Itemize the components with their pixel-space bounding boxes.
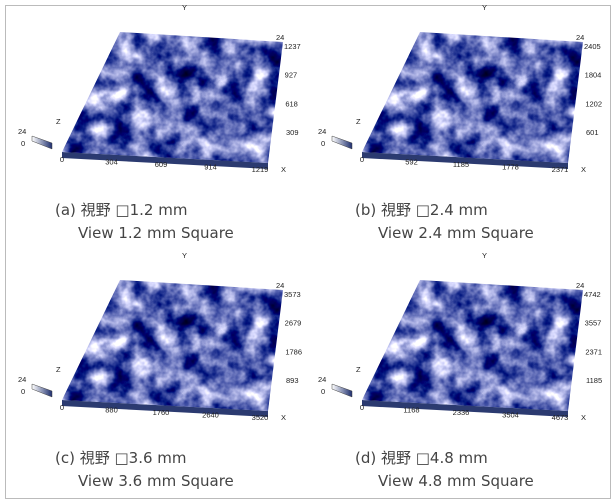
- surface-image: [362, 32, 583, 163]
- x-tick-label: 0: [360, 403, 364, 412]
- y-tick-label: 927: [285, 71, 298, 80]
- y-tick-label: 1237: [284, 42, 301, 51]
- x-tick-label: 1778: [502, 163, 519, 172]
- caption: (a) 視野 □1.2 mm: [55, 201, 187, 219]
- y-tick-label: 3557: [585, 319, 602, 328]
- y-tick-label: 2679: [285, 319, 302, 328]
- panel: 24 0 Z Y 24 0 880 1760 2640 3520 X 893 1786 2679 3573 (…: [18, 251, 302, 490]
- x-tick-label: 1760: [153, 408, 170, 417]
- surface-image: [62, 280, 283, 411]
- y-axis-label: Y: [182, 251, 187, 260]
- x-tick-label: 0: [60, 155, 64, 164]
- x-axis-label: X: [581, 413, 586, 422]
- z-scale-bottom: 0: [21, 387, 25, 396]
- z-top-label: 24: [576, 281, 584, 290]
- z-legend-wedge: [32, 384, 52, 397]
- x-tick-label: 304: [105, 158, 118, 167]
- caption: (b) 視野 □2.4 mm: [355, 201, 488, 219]
- x-axis-label: X: [281, 413, 286, 422]
- y-tick-label: 1202: [585, 99, 602, 108]
- z-scale-top: 24: [18, 127, 26, 136]
- z-top-label: 24: [276, 281, 284, 290]
- x-axis-label: X: [281, 165, 286, 174]
- x-tick-label: 880: [105, 406, 118, 415]
- x-tick-label: 0: [360, 155, 364, 164]
- x-tick-label: 2640: [202, 411, 219, 420]
- y-tick-label: 893: [286, 376, 299, 385]
- y-axis-label: Y: [482, 3, 487, 12]
- caption-en: View 1.2 mm Square: [78, 224, 234, 242]
- x-tick-label: 3504: [502, 411, 519, 420]
- x-axis-label: X: [581, 165, 586, 174]
- y-tick-label: 309: [286, 128, 299, 137]
- x-tick-label: 592: [405, 158, 418, 167]
- y-tick-label: 601: [586, 128, 599, 137]
- x-tick-label: 1168: [403, 406, 419, 415]
- figure: 24 0 Z Y 24 0 304 609 914 1219 X 309 618 927 1237 (a) 視…: [0, 0, 616, 504]
- caption-en: View 2.4 mm Square: [378, 224, 534, 242]
- caption-en: View 3.6 mm Square: [78, 472, 234, 490]
- z-scale-top: 24: [18, 375, 26, 384]
- y-tick-label: 3573: [284, 290, 301, 299]
- caption: (d) 視野 □4.8 mm: [355, 449, 488, 467]
- caption: (c) 視野 □3.6 mm: [55, 449, 187, 467]
- z-top-label: 24: [576, 33, 584, 42]
- z-scale-top: 24: [318, 127, 326, 136]
- panel: 24 0 Z Y 24 0 304 609 914 1219 X 309 618 927 1237 (a) 視…: [18, 3, 301, 242]
- x-tick-label: 609: [155, 160, 168, 169]
- z-axis-label: Z: [56, 365, 61, 374]
- z-top-label: 24: [276, 33, 284, 42]
- z-axis-label: Z: [356, 117, 361, 126]
- y-tick-label: 4742: [584, 290, 601, 299]
- x-tick-label: 1219: [252, 165, 269, 174]
- caption-en: View 4.8 mm Square: [378, 472, 534, 490]
- x-tick-label: 2371: [552, 165, 569, 174]
- z-legend-wedge: [332, 384, 352, 397]
- z-scale-bottom: 0: [21, 139, 25, 148]
- y-tick-label: 1804: [585, 71, 602, 80]
- y-tick-label: 2371: [585, 347, 602, 356]
- x-tick-label: 1185: [453, 160, 469, 169]
- y-tick-label: 1185: [586, 376, 602, 385]
- z-axis-label: Z: [56, 117, 61, 126]
- z-scale-bottom: 0: [321, 387, 325, 396]
- panel: 24 0 Z Y 24 0 592 1185 1778 2371 X 601 1202 1804 2405 (…: [318, 3, 602, 242]
- x-tick-label: 0: [60, 403, 64, 412]
- x-tick-label: 914: [204, 163, 217, 172]
- x-tick-label: 4673: [552, 413, 569, 422]
- surface-image: [62, 32, 283, 163]
- y-tick-label: 618: [285, 99, 298, 108]
- y-tick-label: 2405: [584, 42, 601, 51]
- x-tick-label: 2336: [453, 408, 470, 417]
- z-legend-wedge: [332, 136, 352, 149]
- y-axis-label: Y: [482, 251, 487, 260]
- z-scale-bottom: 0: [321, 139, 325, 148]
- x-tick-label: 3520: [252, 413, 269, 422]
- y-tick-label: 1786: [285, 347, 302, 356]
- z-legend-wedge: [32, 136, 52, 149]
- panel: 24 0 Z Y 24 0 1168 2336 3504 4673 X 1185 2371 3557 474…: [318, 251, 602, 490]
- z-axis-label: Z: [356, 365, 361, 374]
- surface-image: [362, 280, 583, 411]
- y-axis-label: Y: [182, 3, 187, 12]
- z-scale-top: 24: [318, 375, 326, 384]
